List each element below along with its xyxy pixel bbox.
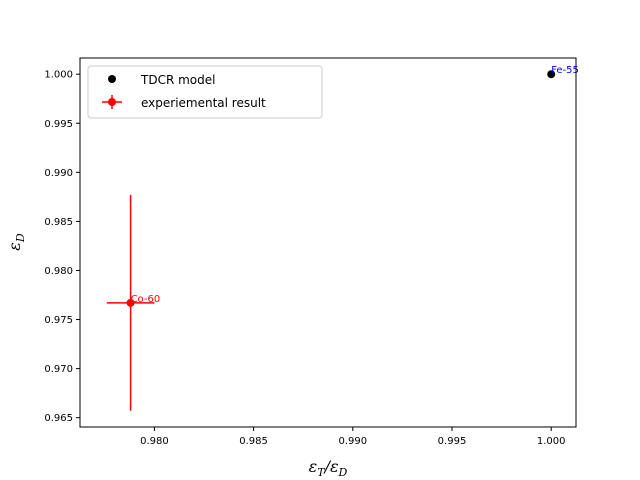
point-annotation: Fe-55 (551, 65, 579, 76)
legend: TDCR model experiemental result (87, 65, 323, 119)
y-tick-label: 0.985 (44, 217, 73, 228)
legend-label-tdcr: TDCR model (140, 73, 215, 87)
y-tick-label: 1.000 (44, 70, 73, 81)
y-tick-label: 0.965 (44, 413, 73, 424)
plot-frame (79, 57, 577, 428)
data-point (126, 298, 135, 307)
x-tick-label: 0.980 (140, 436, 169, 447)
y-tick-label: 0.975 (44, 315, 73, 326)
point-annotation: Co-60 (131, 294, 161, 305)
plot-area (80, 58, 576, 427)
data-marks: Fe-55 Co-60 (106, 65, 579, 411)
y-tick-label: 0.980 (44, 266, 73, 277)
x-axis-ticks: 0.980 0.985 0.990 0.995 1.000 (140, 427, 566, 447)
y-tick-label: 0.990 (44, 168, 73, 179)
x-axis-label: εT/εD (309, 457, 348, 479)
x-tick-label: 0.990 (338, 436, 367, 447)
x-tick-label: 0.985 (239, 436, 268, 447)
legend-marker-exp (108, 98, 116, 106)
y-tick-label: 0.995 (44, 119, 73, 130)
data-point (547, 70, 556, 79)
y-axis-ticks: 0.965 0.970 0.975 0.980 0.985 0.990 0.995 1.000 (44, 70, 80, 424)
y-axis-label: εD (5, 233, 27, 251)
x-tick-label: 1.000 (537, 436, 566, 447)
x-tick-label: 0.995 (438, 436, 467, 447)
legend-label-exp: experiemental result (141, 96, 266, 110)
y-tick-label: 0.970 (44, 364, 73, 375)
legend-box (87, 65, 323, 119)
legend-marker-tdcr (108, 75, 116, 83)
